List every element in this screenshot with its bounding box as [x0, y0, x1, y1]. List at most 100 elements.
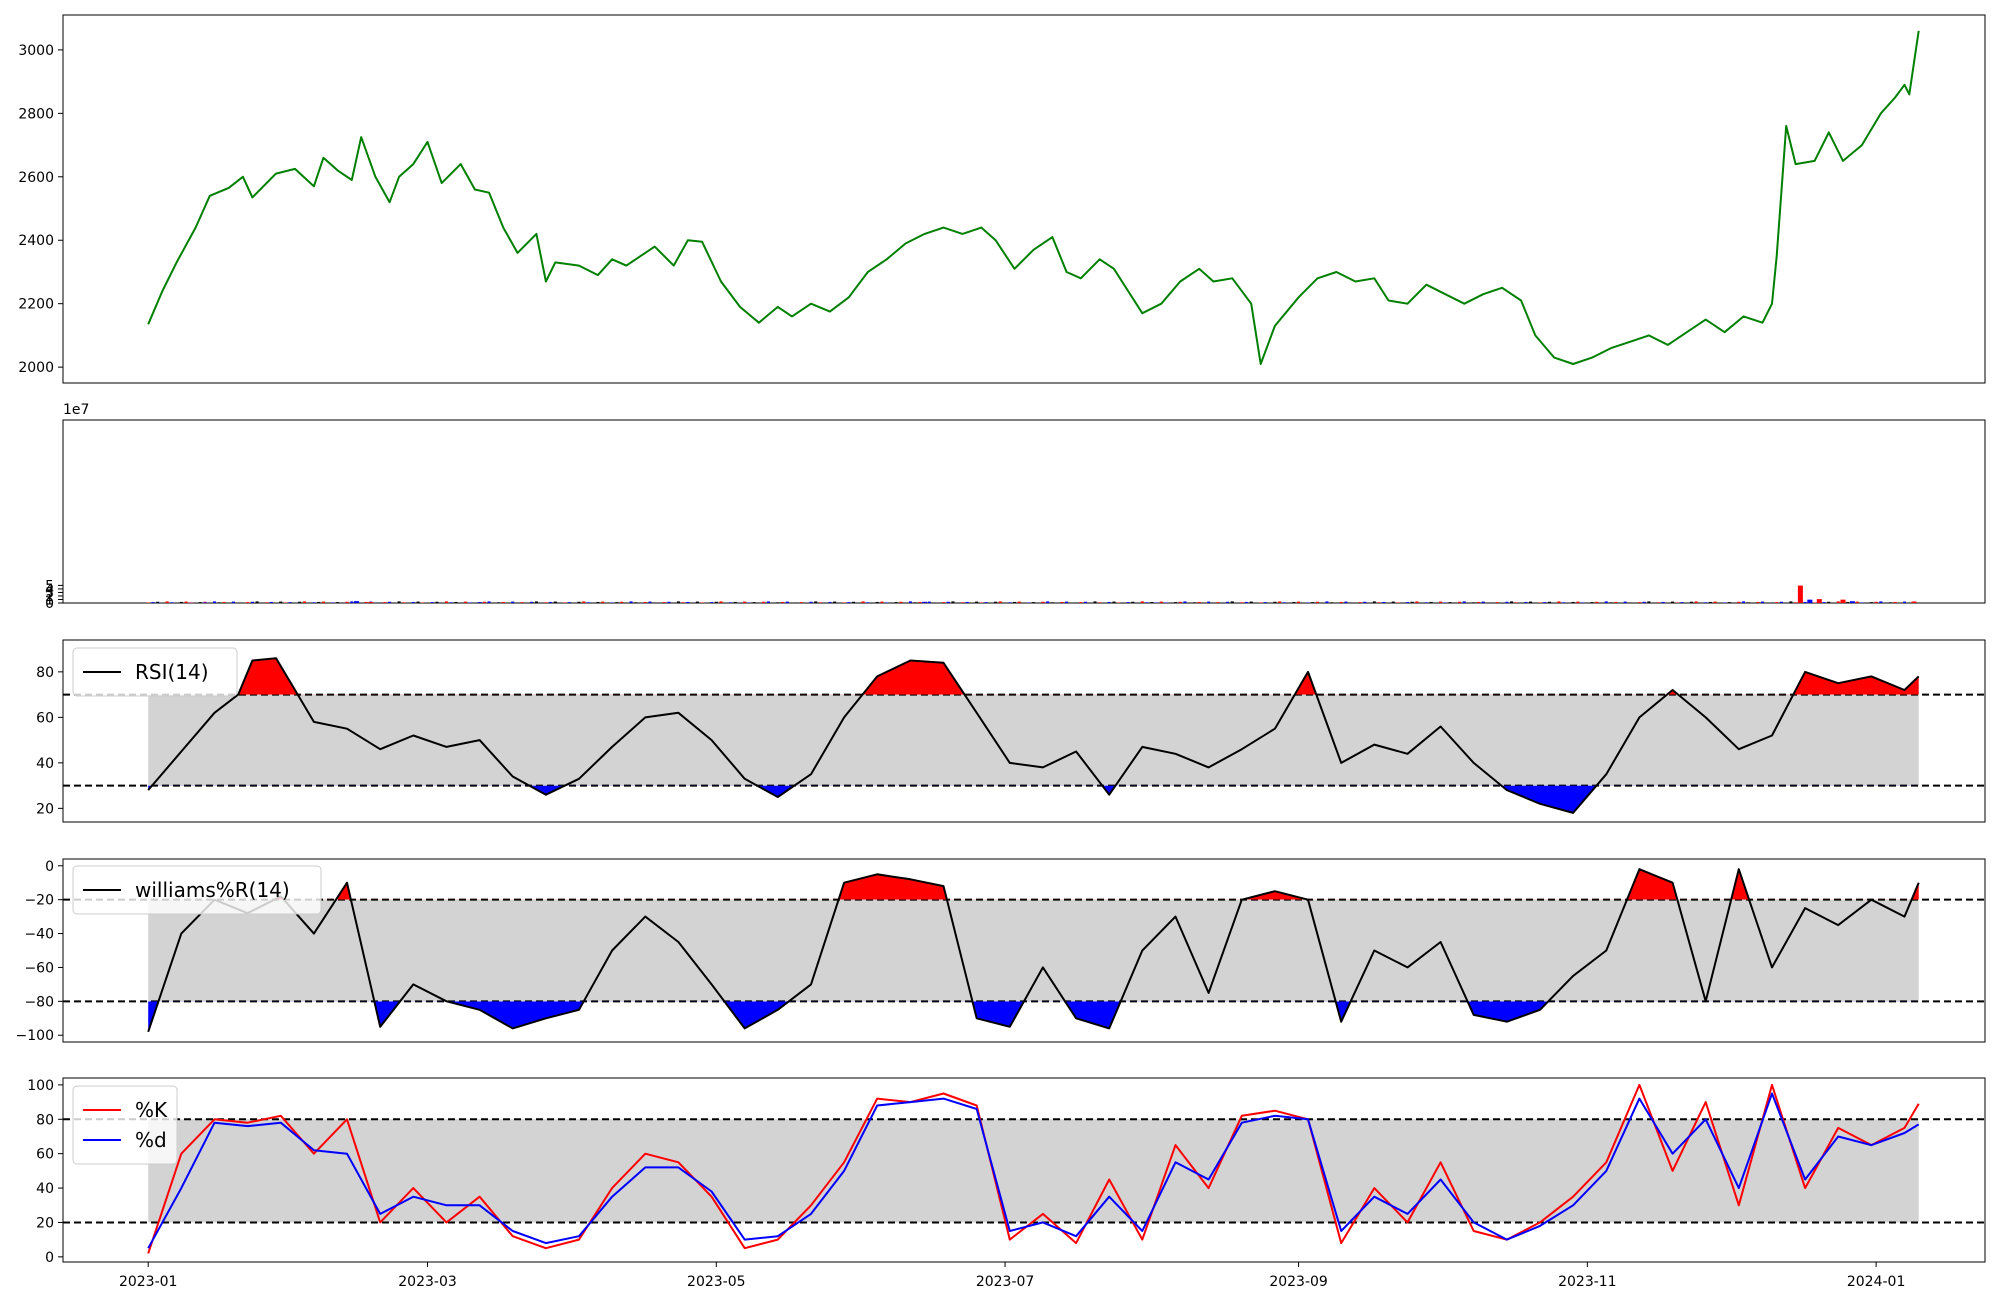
- y-tick-label: 2: [45, 589, 54, 605]
- y-tick-label: 20: [36, 1215, 54, 1231]
- volume-bar: [179, 601, 183, 603]
- volume-bar: [388, 601, 392, 603]
- volume-bar: [151, 602, 155, 603]
- volume-bar: [1813, 602, 1817, 603]
- volume-bar: [1656, 602, 1660, 603]
- volume-bar: [946, 601, 950, 603]
- volume-bar: [1524, 601, 1528, 603]
- volume-bar: [1689, 601, 1693, 603]
- rsi-neutral-band: [148, 694, 1919, 786]
- volume-bar: [648, 601, 652, 603]
- volume-bar: [785, 601, 789, 603]
- volume-bar: [1836, 601, 1840, 603]
- x-tick-label: 2023-05: [687, 1274, 746, 1290]
- volume-bar: [582, 601, 586, 603]
- williams-panel-frame: [62, 858, 1986, 1043]
- y-tick-label: 60: [36, 710, 54, 726]
- volume-bar: [1476, 601, 1480, 603]
- volume-bar: [250, 601, 254, 603]
- volume-bar: [1098, 602, 1102, 603]
- volume-bar: [1472, 602, 1476, 603]
- volume-bar: [1642, 601, 1646, 603]
- volume-bar: [1448, 602, 1452, 603]
- volume-bar: [1737, 601, 1741, 603]
- volume-bar: [1822, 602, 1826, 603]
- volume-bar: [1192, 602, 1196, 603]
- volume-bar: [1462, 601, 1466, 603]
- volume-bar: [1311, 602, 1315, 603]
- volume-bar: [231, 601, 235, 603]
- y-tick-label: 0: [45, 1250, 54, 1266]
- volume-bar: [279, 601, 283, 603]
- volume-bar: [1084, 601, 1088, 603]
- volume-bar: [1911, 601, 1917, 603]
- volume-bar: [236, 602, 240, 603]
- volume-bar: [1761, 601, 1765, 603]
- y-tick-label: 2800: [18, 106, 54, 122]
- volume-bar: [1050, 602, 1054, 603]
- volume-bar: [1363, 601, 1367, 603]
- rsi-panel-frame: [62, 639, 1986, 823]
- volume-bar: [1704, 602, 1708, 603]
- volume-bar: [908, 601, 912, 603]
- volume-bar: [1803, 601, 1807, 603]
- volume-bar: [880, 601, 884, 603]
- volume-bar: [1742, 601, 1746, 603]
- volume-bar: [1595, 601, 1599, 603]
- volume-bar: [1074, 602, 1078, 603]
- volume-bar: [1481, 601, 1485, 603]
- volume-bar: [842, 602, 846, 603]
- volume-bar: [1093, 601, 1097, 603]
- volume-bar: [1197, 601, 1201, 603]
- volume-bar: [1628, 602, 1632, 603]
- volume-bar: [1623, 601, 1627, 603]
- volume-bar: [1794, 602, 1798, 603]
- volume-bar: [449, 602, 453, 603]
- volume-bar: [577, 601, 581, 603]
- volume-bar: [1297, 601, 1301, 603]
- volume-bar: [1443, 602, 1447, 603]
- volume-bar: [568, 602, 572, 603]
- volume-bar: [894, 602, 898, 603]
- volume-bar: [331, 602, 335, 603]
- volume-bar: [681, 602, 685, 603]
- volume-bar: [781, 601, 785, 603]
- williams-oversold-fill: [148, 1001, 1549, 1032]
- volume-bar: [1405, 602, 1409, 603]
- volume-bar: [198, 602, 202, 603]
- y-tick-label: 2600: [18, 170, 54, 186]
- volume-bar: [146, 602, 150, 603]
- legend-label: %d: [135, 1128, 167, 1152]
- volume-bar: [984, 602, 988, 603]
- volume-bar: [1893, 601, 1897, 603]
- volume-bar: [1903, 601, 1907, 603]
- volume-bar: [397, 601, 401, 603]
- volume-bar: [368, 602, 374, 603]
- volume-bar: [1458, 601, 1462, 603]
- volume-bar: [1723, 602, 1727, 603]
- volume-bar: [861, 601, 865, 603]
- y-tick-label: 40: [36, 756, 54, 772]
- volume-bar: [586, 602, 590, 603]
- volume-bar: [752, 602, 756, 603]
- legend-label: %K: [135, 1098, 168, 1122]
- y-tick-label: −20: [24, 893, 54, 909]
- volume-bar: [170, 602, 174, 603]
- volume-bar: [719, 601, 723, 603]
- volume-bar: [435, 601, 439, 603]
- y-tick-label: 0: [45, 859, 54, 875]
- y-tick-label: 40: [36, 1181, 54, 1197]
- volume-bar: [1775, 602, 1779, 603]
- volume-bar: [1547, 601, 1551, 603]
- volume-bar: [520, 602, 524, 603]
- volume-bar: [1126, 602, 1130, 603]
- x-axis: 2023-01 2023-03 2023-05 2023-07 2023-09 2023-…: [119, 1262, 1905, 1290]
- volume-bar: [312, 602, 316, 603]
- volume-bar: [544, 602, 548, 603]
- volume-bar: [932, 602, 936, 603]
- volume-bar: [1756, 601, 1760, 603]
- volume-bar: [662, 602, 666, 603]
- volume-bar: [601, 601, 605, 603]
- stochastic-panel-frame: [62, 1077, 1986, 1263]
- volume-bar: [643, 601, 647, 603]
